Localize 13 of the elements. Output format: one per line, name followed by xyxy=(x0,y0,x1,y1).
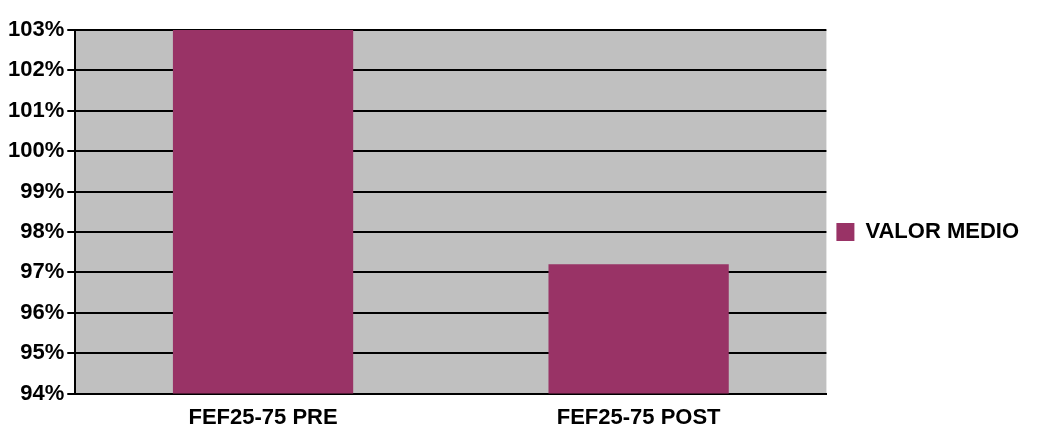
y-tick-label: 97% xyxy=(20,258,65,284)
x-tick-label: FEF25-75 PRE xyxy=(188,403,338,429)
y-tick-label: 103% xyxy=(7,16,65,42)
y-tick-label: 102% xyxy=(7,56,65,82)
y-tick-label: 95% xyxy=(20,339,65,365)
legend-label: VALOR MEDIO xyxy=(865,218,1019,244)
y-tick-label: 100% xyxy=(7,137,65,163)
y-tick-label: 101% xyxy=(7,96,65,122)
y-tick-label: 98% xyxy=(20,218,65,244)
y-tick-label: 94% xyxy=(20,379,65,405)
y-tick-label: 99% xyxy=(20,177,65,203)
x-tick-label: FEF25-75 POST xyxy=(556,403,722,429)
y-tick-label: 96% xyxy=(20,298,65,324)
